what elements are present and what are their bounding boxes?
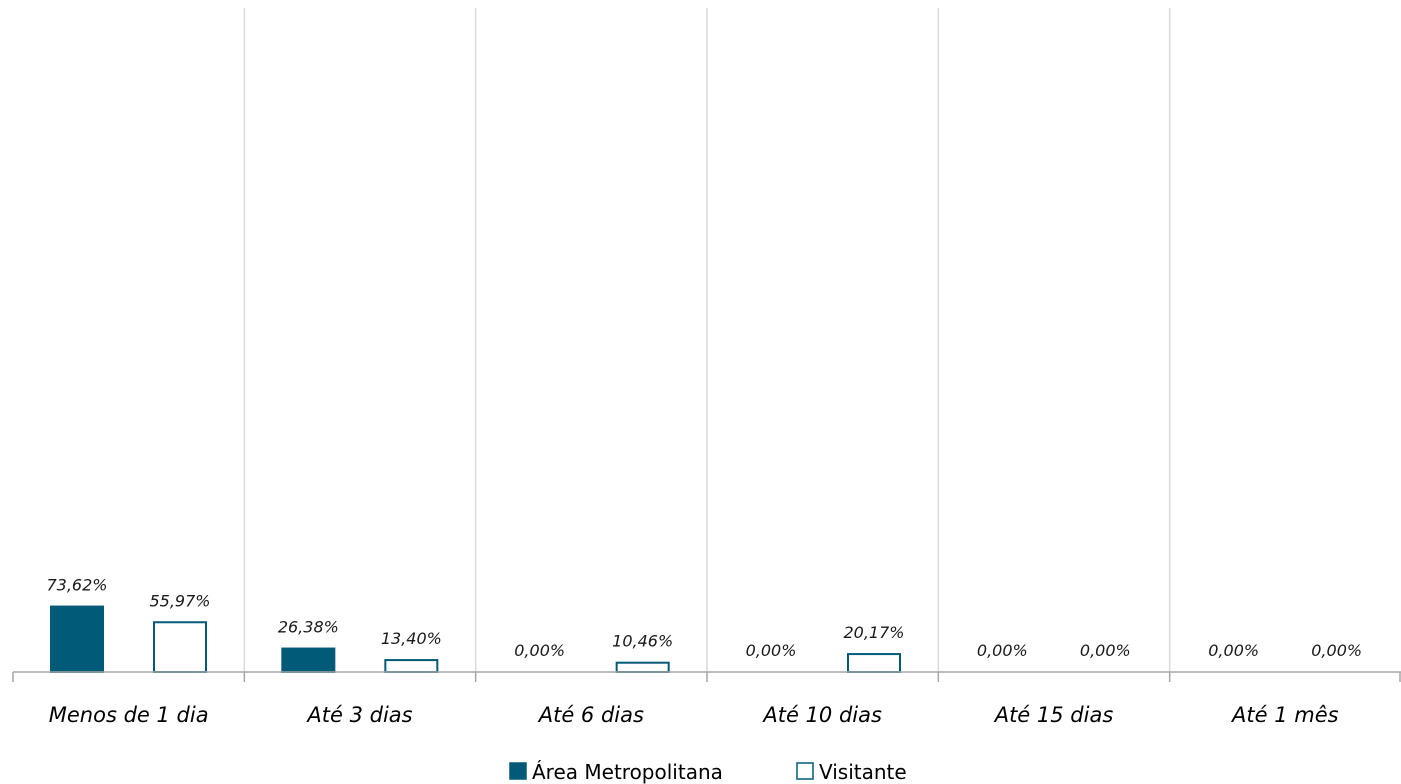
data-label-visitante-ate-3-dias: 13,40% [381,629,442,648]
bar-visitante-menos-de-1-dia [153,621,207,673]
legend-label-area-metropolitana: Área Metropolitana [532,760,723,784]
data-label-visitante-ate-1-mes: 0,00% [1311,641,1362,660]
data-label-area-metropolitana-ate-6-dias: 0,00% [514,641,565,660]
legend-swatch-area-metropolitana [509,762,527,780]
bar-area-metropolitana-menos-de-1-dia [50,605,104,673]
data-label-area-metropolitana-ate-3-dias: 26,38% [278,618,339,637]
data-label-area-metropolitana-menos-de-1-dia: 73,62% [46,576,107,595]
bar-area-metropolitana-ate-3-dias [281,647,336,674]
data-label-visitante-ate-15-dias: 0,00% [1080,641,1131,660]
x-axis: Menos de 1 dia Até 3 dias Até 6 dias Até 10… [12,671,1401,727]
legend-item-visitante: Visitante [796,760,907,784]
x-tick-label-menos-de-1-dia: Menos de 1 dia [49,703,209,727]
legend-label-visitante: Visitante [819,760,907,784]
data-label-area-metropolitana-ate-10-dias: 0,00% [746,641,797,660]
x-tick-label-ate-15-dias: Até 15 dias [993,703,1114,727]
bar-visitante-ate-6-dias [615,661,670,673]
data-label-visitante-ate-6-dias: 10,46% [612,632,673,651]
x-tick-label-ate-6-dias: Até 6 dias [537,703,644,727]
legend-item-area-metropolitana: Área Metropolitana [509,760,723,784]
data-label-area-metropolitana-ate-15-dias: 0,00% [977,641,1028,660]
data-label-area-metropolitana-ate-1-mes: 0,00% [1208,641,1259,660]
x-tick-label-ate-3-dias: Até 3 dias [305,703,412,727]
x-tick-label-ate-1-mes: Até 1 mês [1230,703,1339,727]
data-labels: 73,62% 26,38% 0,00% 0,00% 0,00% 0,00% 55,97% 13… [46,576,1362,660]
data-label-visitante-ate-10-dias: 20,17% [843,623,904,642]
bar-visitante-ate-3-dias [384,659,439,674]
data-label-visitante-menos-de-1-dia: 55,97% [149,591,210,610]
legend-swatch-visitante [796,762,814,780]
gridlines [243,8,1171,672]
legend: Área Metropolitana Visitante [509,760,907,784]
bar-visitante-ate-10-dias [847,653,901,673]
x-tick-label-ate-10-dias: Até 10 dias [761,703,882,727]
